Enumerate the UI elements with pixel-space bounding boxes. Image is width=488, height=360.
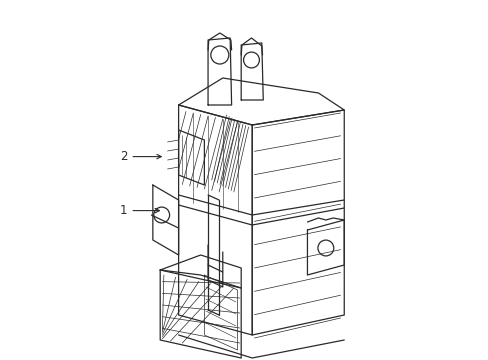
Text: 2: 2 [120,150,161,163]
Text: 1: 1 [120,204,159,217]
